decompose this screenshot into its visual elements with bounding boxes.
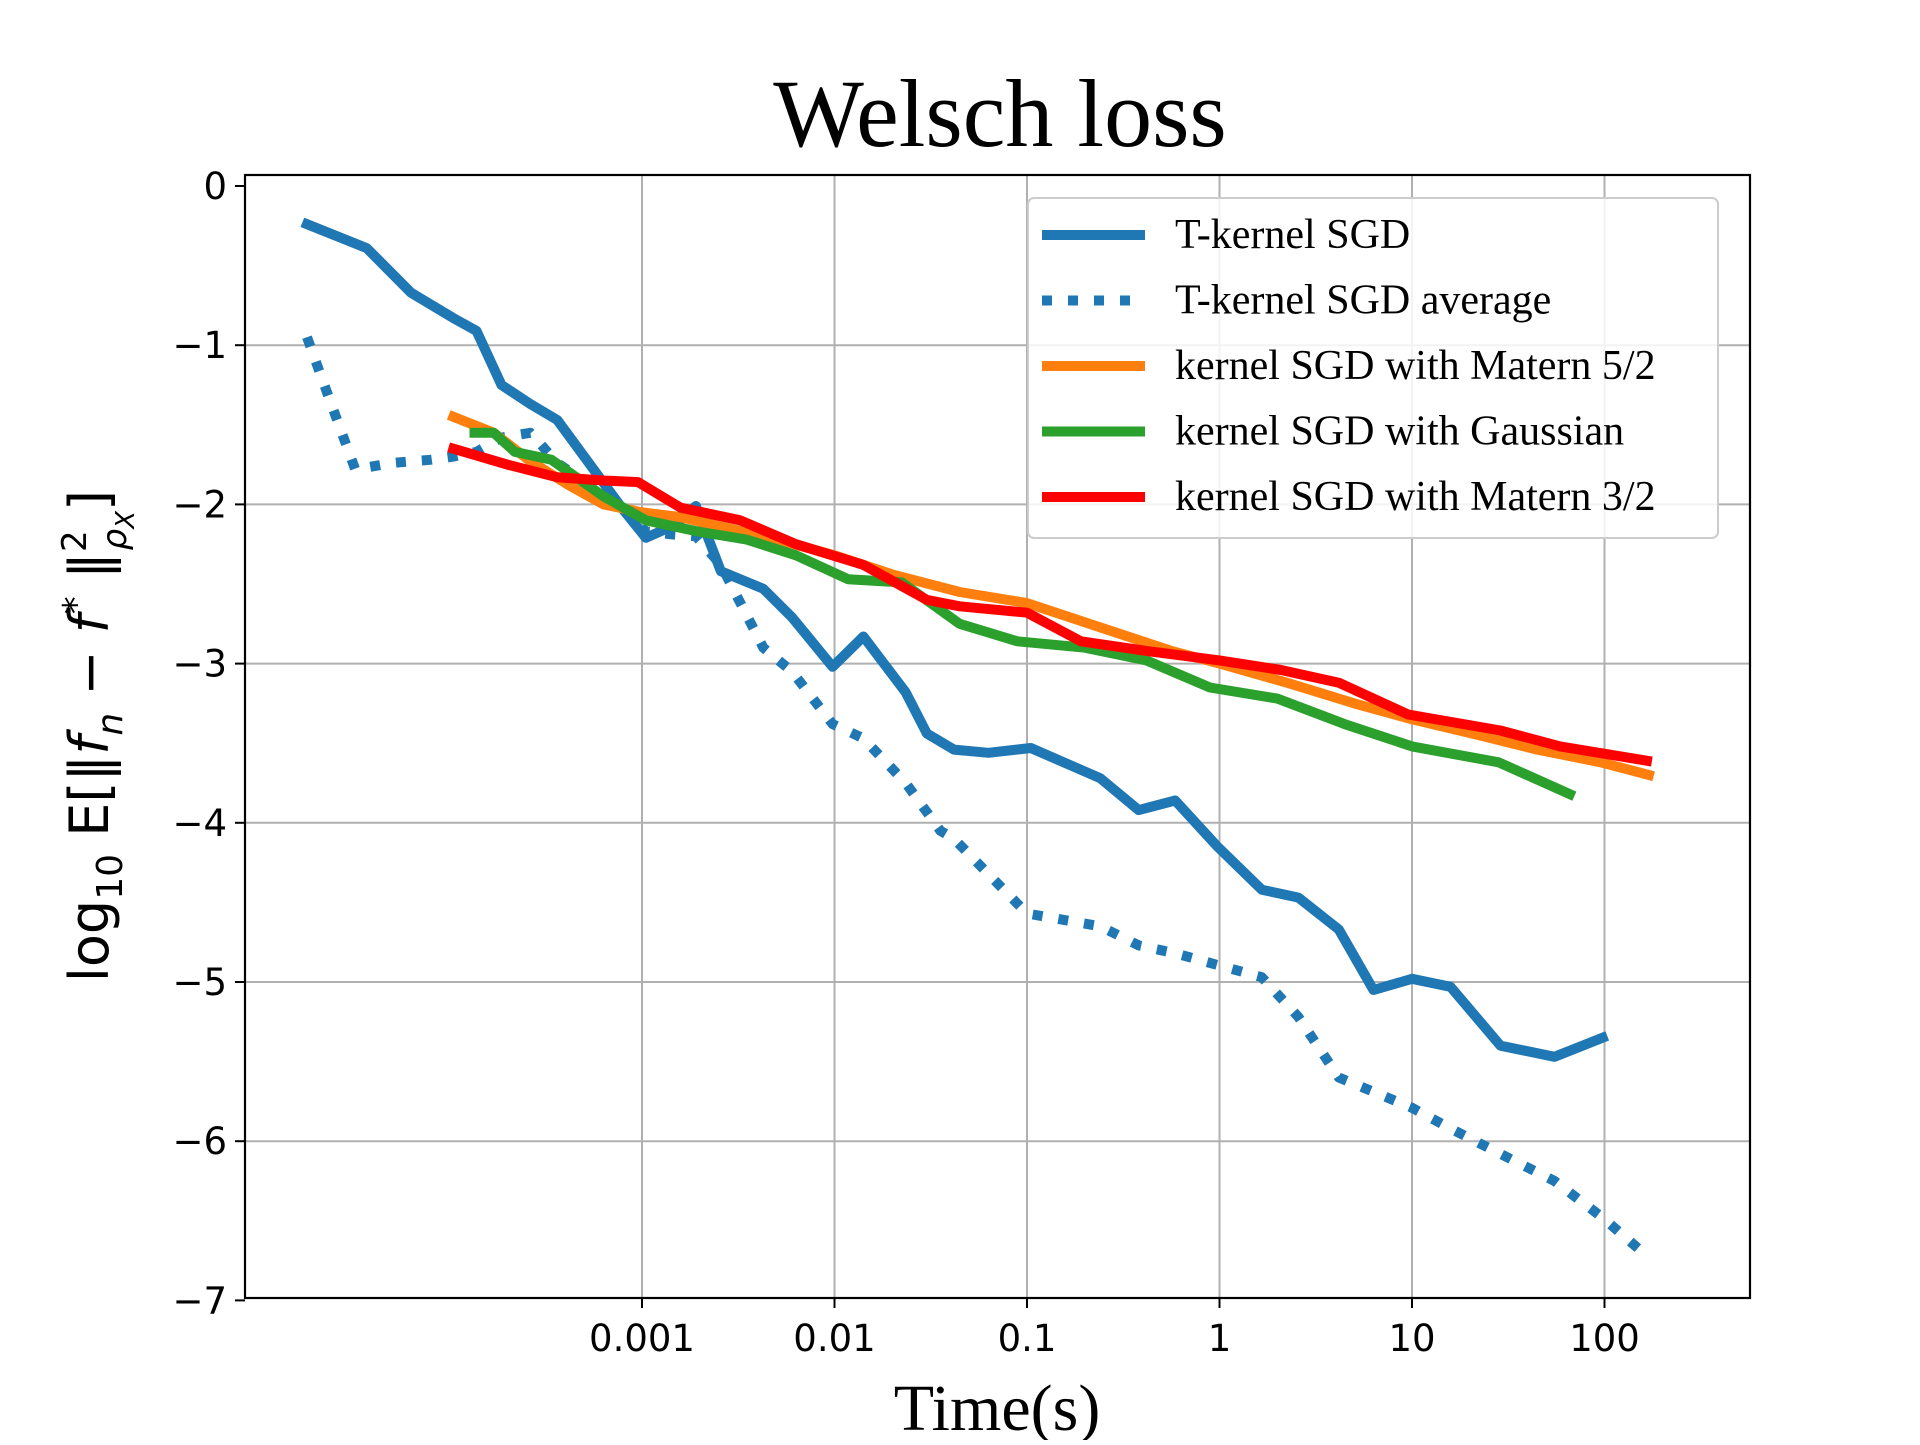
y-tick-label: −6 <box>172 1120 227 1163</box>
legend-label: T-kernel SGD <box>1175 212 1410 258</box>
y-tick-label: 0 <box>203 165 227 208</box>
legend: T-kernel SGD T-kernel SGD average kernel S… <box>1027 197 1719 539</box>
legend-box <box>1027 197 1719 539</box>
legend-label: kernel SGD with Matern 3/2 <box>1175 474 1656 520</box>
y-tick-label: −2 <box>172 483 227 526</box>
y-tick-label: −4 <box>172 802 227 845</box>
plot-frame <box>243 173 1752 1300</box>
x-tick-label: 10 <box>1388 1317 1435 1360</box>
series-lines <box>300 217 1655 1257</box>
x-axis-label: Time(s) <box>894 1372 1101 1440</box>
y-tick-label: −5 <box>172 961 227 1004</box>
x-tick-label: 0.01 <box>793 1317 875 1360</box>
x-tick-label: 0.1 <box>998 1317 1057 1360</box>
x-tick-label: 100 <box>1569 1317 1640 1360</box>
y-tick-label: −1 <box>172 324 227 367</box>
legend-label: T-kernel SGD average <box>1175 278 1551 324</box>
y-axis-label: log10 E[‖fn − f* ‖2ρX] <box>55 490 141 982</box>
chart-title: Welsch loss <box>773 60 1227 167</box>
series-line-kernel-sgd-with-matern-3-2 <box>447 442 1653 767</box>
legend-label: kernel SGD with Gaussian <box>1175 409 1624 455</box>
legend-label: kernel SGD with Matern 5/2 <box>1175 343 1656 389</box>
x-tick-label: 1 <box>1208 1317 1232 1360</box>
x-tick-label: 0.001 <box>589 1317 695 1360</box>
y-tick-label: −3 <box>172 643 227 686</box>
series-line-t-kernel-sgd <box>300 217 1610 1062</box>
series-line-kernel-sgd-with-matern-5-2 <box>446 410 1655 782</box>
y-tick-label: −7 <box>172 1279 227 1322</box>
axis-ticks: 0.001 0.01 0.1 1 10 100 0 −1 −2 −3 −4 −5 −6 −7 <box>172 165 1639 1360</box>
